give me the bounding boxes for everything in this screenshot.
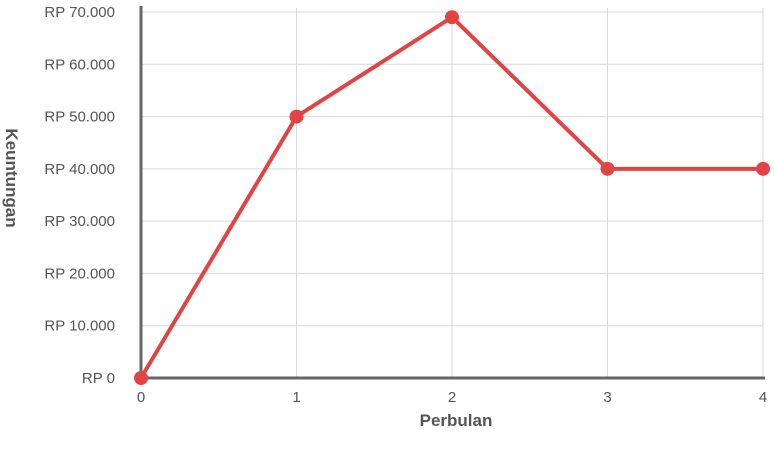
y-axis-title: Keuntungan: [2, 128, 21, 227]
x-tick-label: 3: [603, 389, 611, 406]
x-tick-label: 0: [137, 389, 145, 406]
y-tick-label: RP 0: [82, 370, 115, 387]
y-tick-label: RP 10.000: [44, 318, 115, 335]
data-point: [289, 109, 304, 124]
tick-labels: RP 0 RP 10.000 RP 20.000 RP 30.000 RP 40.000…: [44, 4, 767, 406]
data-point: [445, 10, 459, 25]
series: [134, 10, 770, 385]
axes: [139, 6, 765, 380]
y-tick-label: RP 30.000: [44, 213, 115, 230]
y-tick-label: RP 40.000: [44, 161, 115, 178]
y-tick-label: RP 70.000: [44, 4, 115, 21]
y-tick-label: RP 20.000: [44, 265, 115, 282]
grid: [141, 8, 764, 378]
x-tick-label: 1: [292, 389, 300, 406]
data-point: [134, 371, 148, 385]
x-tick-label: 2: [448, 389, 456, 406]
x-tick-label: 4: [759, 389, 767, 406]
data-point: [756, 161, 770, 176]
data-point: [600, 161, 615, 176]
y-tick-label: RP 60.000: [44, 56, 115, 73]
y-tick-label: RP 50.000: [44, 109, 115, 126]
x-axis-title: Perbulan: [420, 411, 493, 430]
